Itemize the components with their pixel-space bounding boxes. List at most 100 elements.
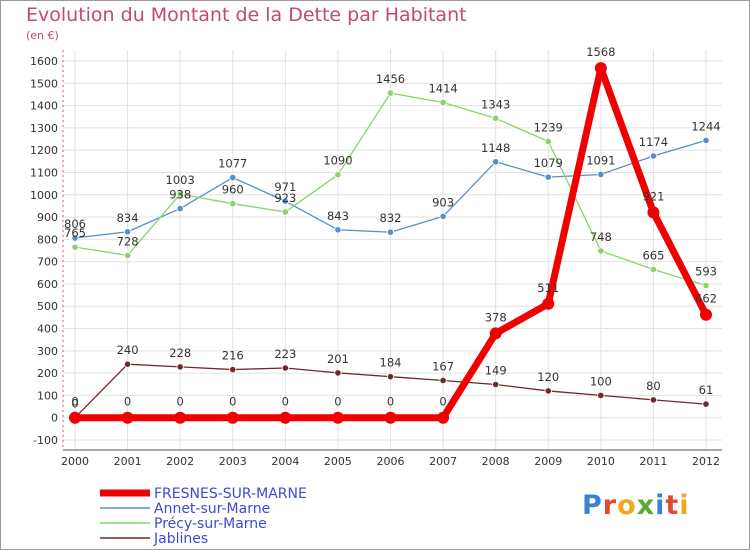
data-label: 903 [432,195,454,209]
logo-letter: i [679,490,690,521]
data-label: 0 [282,395,289,409]
chart-unit-label: (en €) [26,29,59,42]
x-tick-label: 2000 [61,455,89,468]
data-point [492,380,500,389]
x-tick-label: 2002 [166,455,194,468]
data-point [176,363,184,371]
data-point [649,265,658,274]
y-tick-label: 1600 [30,55,58,68]
data-label: 167 [432,359,454,373]
data-point [229,200,237,208]
chart-title: Evolution du Montant de la Dette par Hab… [26,4,467,26]
data-point [334,171,342,179]
y-tick-label: 1100 [30,166,58,179]
logo-letter: i [655,490,666,521]
data-point [439,98,447,107]
data-point [544,137,552,146]
data-label: 228 [169,346,191,360]
data-label: 1239 [534,120,563,134]
x-tick-label: 2008 [482,455,510,468]
data-point [492,158,500,166]
y-tick-label: 900 [37,211,58,224]
x-tick-label: 2010 [587,455,615,468]
logo-letter: P [582,490,603,521]
data-label: 0 [334,395,341,409]
y-tick-label: 300 [37,345,58,358]
data-point [229,173,237,182]
plot-area [63,50,722,450]
data-point [597,170,605,179]
data-label: 511 [537,281,559,295]
x-tick-label: 2006 [377,455,405,468]
data-label: 0 [71,395,78,409]
data-point [176,204,184,213]
data-label: 971 [274,180,296,194]
data-label: 462 [695,292,717,306]
data-label: 1174 [639,135,668,149]
data-label: 728 [117,234,139,248]
data-label: 832 [380,211,402,225]
data-point [597,247,605,255]
x-tick-label: 2005 [324,455,352,468]
data-label: 923 [274,191,296,205]
data-label: 0 [71,397,78,411]
data-point [437,411,450,424]
data-label: 0 [387,395,394,409]
data-label: 1456 [376,72,405,86]
data-label: 1090 [323,154,352,168]
data-point [594,62,607,75]
proxiti-logo: Proxiti [582,490,690,521]
data-point [544,387,552,395]
data-label: 834 [117,211,139,225]
data-label: 1003 [166,173,195,187]
x-tick-label: 2004 [271,455,299,468]
data-point [597,391,605,400]
legend-label: Jablines [153,531,208,547]
data-label: 0 [439,395,446,409]
y-tick-label: 1300 [30,122,58,135]
data-point [334,369,342,377]
data-point [386,89,395,97]
data-label: 0 [177,395,184,409]
data-label: 61 [699,383,714,397]
data-label: 1568 [586,45,615,59]
logo-letter: x [636,490,656,521]
data-label: 1244 [691,119,720,133]
data-label: 665 [642,248,664,262]
data-label: 1148 [481,141,510,155]
data-label: 378 [485,310,507,324]
data-label: 216 [222,349,244,363]
data-point [279,411,292,424]
data-label: 1079 [534,156,563,170]
data-label: 149 [485,363,507,377]
data-label: 1077 [218,157,247,171]
y-tick-label: 700 [37,256,58,269]
y-tick-label: -100 [33,434,58,447]
data-point [647,206,660,219]
data-point [386,228,395,236]
x-tick-label: 2009 [534,455,562,468]
data-point [281,364,289,372]
data-point [702,136,710,144]
data-label: 765 [64,226,86,240]
data-point [439,212,447,220]
data-label: 748 [590,230,612,244]
x-tick-label: 2011 [639,455,667,468]
data-point [71,243,79,251]
legend-label: FRESNES-SUR-MARNE [154,486,307,502]
y-tick-label: 1500 [30,77,58,90]
data-label: 843 [327,209,349,223]
data-point [492,114,500,122]
legend-label: Annet-sur-Marne [154,501,270,517]
y-tick-label: 1400 [30,100,58,113]
data-point [702,400,710,408]
x-tick-label: 2001 [114,455,142,468]
legend-label: Précy-sur-Marne [154,516,267,532]
data-label: 201 [327,352,349,366]
data-label: 1414 [428,81,457,95]
y-tick-label: 600 [37,278,58,291]
data-point [489,327,502,340]
data-label: 806 [64,217,86,231]
y-tick-label: 800 [37,233,58,246]
